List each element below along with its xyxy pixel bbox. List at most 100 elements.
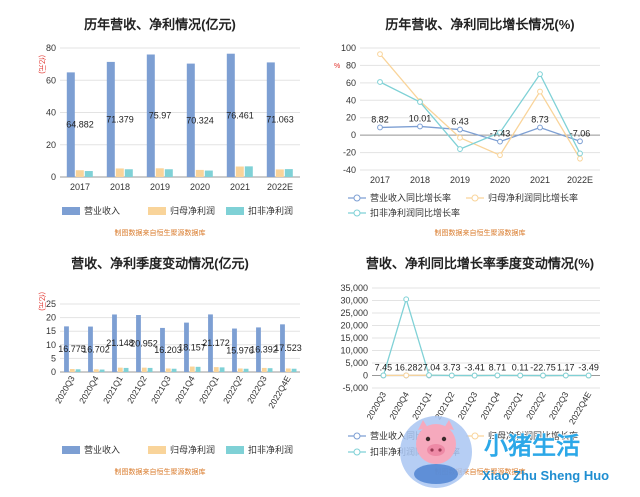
legend-swatch-deducted-profit [226, 207, 244, 215]
bar-revenue [66, 72, 75, 177]
data-label: 8.71 [489, 362, 507, 372]
data-label: 7.45 [375, 362, 393, 372]
bar-net-profit [275, 169, 284, 177]
annual-growth-chart: 历年营收、净利同比增长情况(%) % -40 -20 0 20 40 60 80 100 8.8… [334, 17, 600, 237]
data-point [497, 138, 503, 145]
x-tick-label: 2020 [190, 182, 210, 192]
legend-swatch-net-profit [148, 207, 166, 215]
data-label: 71.063 [266, 115, 294, 125]
y-tick-label: 0 [51, 367, 56, 377]
bar-net-profit [235, 166, 244, 177]
data-point [577, 155, 583, 162]
data-point [403, 296, 410, 303]
watermark-name: 小猪生活 [484, 433, 580, 460]
y-tick-label: 15,000 [340, 333, 368, 343]
y-tick-label: 60 [346, 78, 356, 88]
y-tick-label: -5,000 [342, 383, 368, 393]
data-point [585, 372, 592, 379]
quarterly-growth-chart: 营收、净利同比增长率季度变动情况(%) -5,000 0 5,000 10,000 15… [340, 256, 600, 476]
data-label: 8.82 [371, 114, 389, 124]
bar-net-profit [75, 170, 84, 177]
y-tick-label: -20 [343, 148, 356, 158]
legend-marker-net-profit-growth [466, 194, 484, 202]
x-tick-label: 2022Q3 [245, 374, 269, 405]
bar-revenue [136, 315, 141, 372]
bar-deducted-profit [84, 171, 93, 177]
data-label: 76.461 [226, 110, 254, 120]
data-label: 70.324 [186, 115, 214, 125]
data-point [377, 79, 383, 85]
x-tick-label: 2021Q1 [101, 374, 125, 405]
y-tick-label: 20 [46, 140, 56, 150]
y-tick-label: 10,000 [340, 346, 368, 356]
quarterly-revenue-profit-chart: 营收、净利季度变动情况(亿元) (亿元) 051015202516.77516.… [38, 256, 302, 476]
source-note: 制图数据来自恒生聚源数据库 [435, 467, 526, 476]
data-label: 71.379 [106, 114, 134, 124]
bar-net-profit [165, 368, 171, 372]
x-tick-label: 2022Q2 [221, 374, 245, 405]
legend-label-net-profit-growth: 归母净利润同比增长率 [488, 430, 578, 441]
source-note: 制图数据来自恒生聚源数据库 [115, 467, 206, 476]
legend-label-revenue: 营业收入 [84, 205, 120, 216]
legend-label-revenue-growth: 营业收入同比增长率 [370, 192, 451, 203]
y-tick-label: 30,000 [340, 296, 368, 306]
x-tick-label: 2022Q1 [197, 374, 221, 405]
data-label: 16.203 [154, 345, 182, 355]
bar-revenue [266, 62, 275, 177]
x-tick-label: 2020 [490, 175, 510, 185]
x-tick-label: 2017 [370, 175, 390, 185]
data-point [426, 372, 432, 379]
y-tick-label: 60 [46, 75, 56, 85]
legend: 营业收入 归母净利润 扣非净利润 [62, 205, 293, 216]
legend-label-revenue: 营业收入 [84, 444, 120, 455]
y-tick-label: -40 [343, 165, 356, 175]
data-label: 16.392 [250, 345, 278, 355]
series-line-net-profit-growth [379, 53, 581, 160]
legend-swatch-revenue [62, 207, 80, 215]
bar-revenue [208, 314, 213, 372]
x-tick-label: 2017 [70, 182, 90, 192]
bar-net-profit [237, 368, 243, 372]
bar-deducted-profit [147, 367, 153, 372]
x-tick-label: 2022E [567, 175, 593, 185]
bar-deducted-profit [219, 367, 225, 372]
bar-revenue [232, 328, 237, 372]
bar-net-profit [117, 367, 123, 372]
data-point [417, 123, 423, 130]
legend-label-net-profit: 归母净利润 [170, 444, 215, 455]
chart-title: 营收、净利季度变动情况(亿元) [71, 256, 249, 271]
y-tick-label: 5,000 [345, 358, 368, 368]
data-label: 15.976 [226, 345, 254, 355]
x-tick-label: 2018 [110, 182, 130, 192]
x-tick-label: 2020Q3 [364, 390, 388, 421]
bar-revenue [160, 327, 165, 372]
x-tick-label: 2021Q2 [125, 374, 149, 405]
y-tick-label: 80 [46, 43, 56, 53]
x-tick-label: 2021 [530, 175, 550, 185]
data-label: 8.73 [531, 115, 549, 125]
legend-label-deducted-profit: 扣非净利润 [248, 205, 293, 216]
legend-label-deducted-profit: 扣非净利润 [248, 444, 293, 455]
data-label: 3.73 [443, 362, 461, 372]
data-label: 16.28 [395, 362, 418, 372]
chart-title: 历年营收、净利同比增长情况(%) [385, 17, 574, 32]
bar-net-profit [189, 366, 195, 372]
bar-deducted-profit [123, 367, 129, 372]
data-point [497, 129, 503, 136]
y-tick-label: 0 [363, 371, 368, 381]
data-label: 1.17 [557, 362, 575, 372]
y-tick-label: 0 [351, 130, 356, 140]
bar-revenue [88, 326, 93, 372]
data-point [562, 372, 569, 379]
data-point [537, 124, 543, 131]
data-point [457, 134, 463, 141]
y-tick-label: 10 [46, 340, 56, 350]
chart-title: 营收、净利同比增长率季度变动情况(%) [366, 256, 594, 271]
unit-label: % [334, 63, 340, 70]
bar-revenue [256, 327, 261, 372]
y-tick-label: 20 [346, 113, 356, 123]
bar-net-profit [261, 367, 267, 372]
data-point [377, 124, 383, 131]
legend: 营业收入 归母净利润 扣非净利润 [62, 444, 293, 455]
data-label: 6.43 [451, 117, 469, 127]
